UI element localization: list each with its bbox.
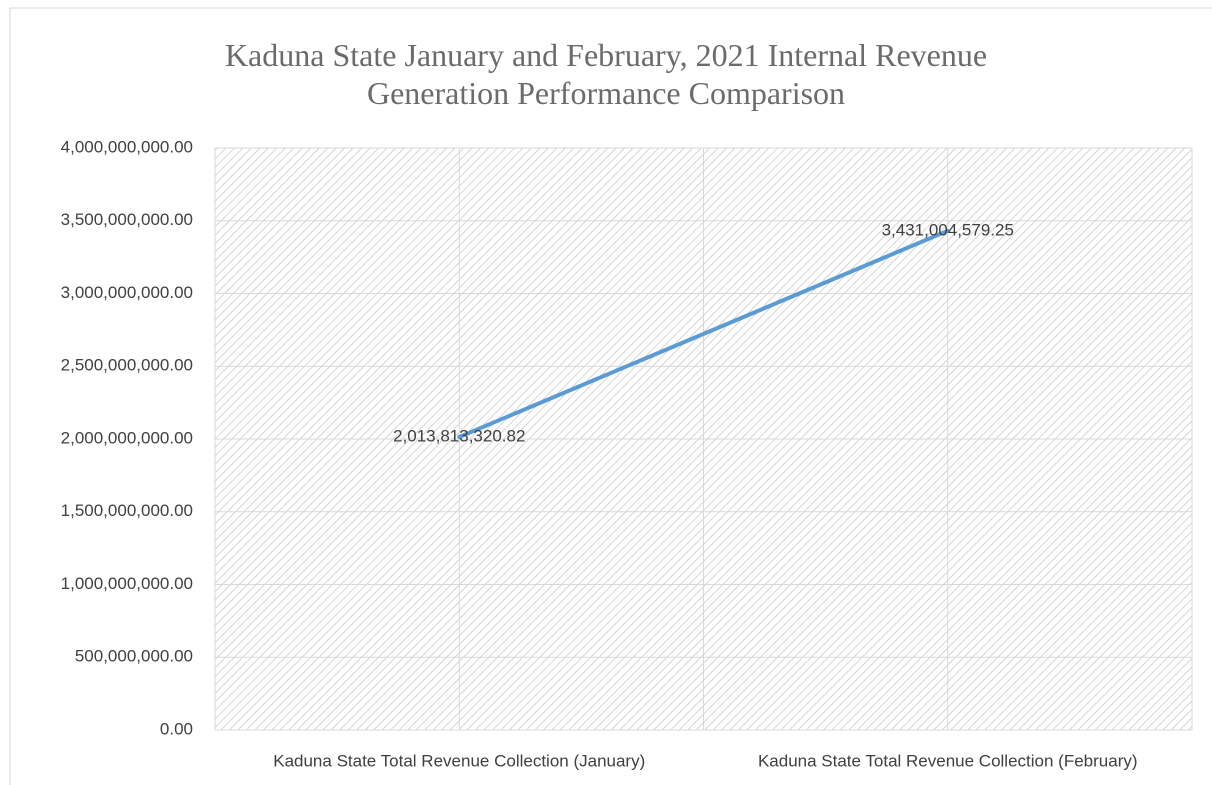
data-label: 3,431,004,579.25 [882, 220, 1014, 239]
chart-title: Kaduna State January and February, 2021 … [224, 37, 988, 111]
y-tick-label: 0.00 [160, 719, 193, 738]
y-tick-label: 3,000,000,000.00 [61, 283, 193, 302]
y-tick-label: 4,000,000,000.00 [61, 137, 193, 156]
y-tick-label: 500,000,000.00 [75, 647, 193, 666]
data-label: 2,013,813,320.82 [393, 426, 525, 445]
y-tick-label: 2,000,000,000.00 [61, 428, 193, 447]
x-tick-label: Kaduna State Total Revenue Collection (J… [273, 751, 645, 770]
y-tick-label: 2,500,000,000.00 [61, 356, 193, 375]
y-tick-label: 1,000,000,000.00 [61, 574, 193, 593]
y-tick-label: 1,500,000,000.00 [61, 501, 193, 520]
y-tick-label: 3,500,000,000.00 [61, 210, 193, 229]
x-tick-label: Kaduna State Total Revenue Collection (F… [758, 751, 1138, 770]
chart-border [9, 7, 1212, 785]
line [457, 228, 950, 439]
